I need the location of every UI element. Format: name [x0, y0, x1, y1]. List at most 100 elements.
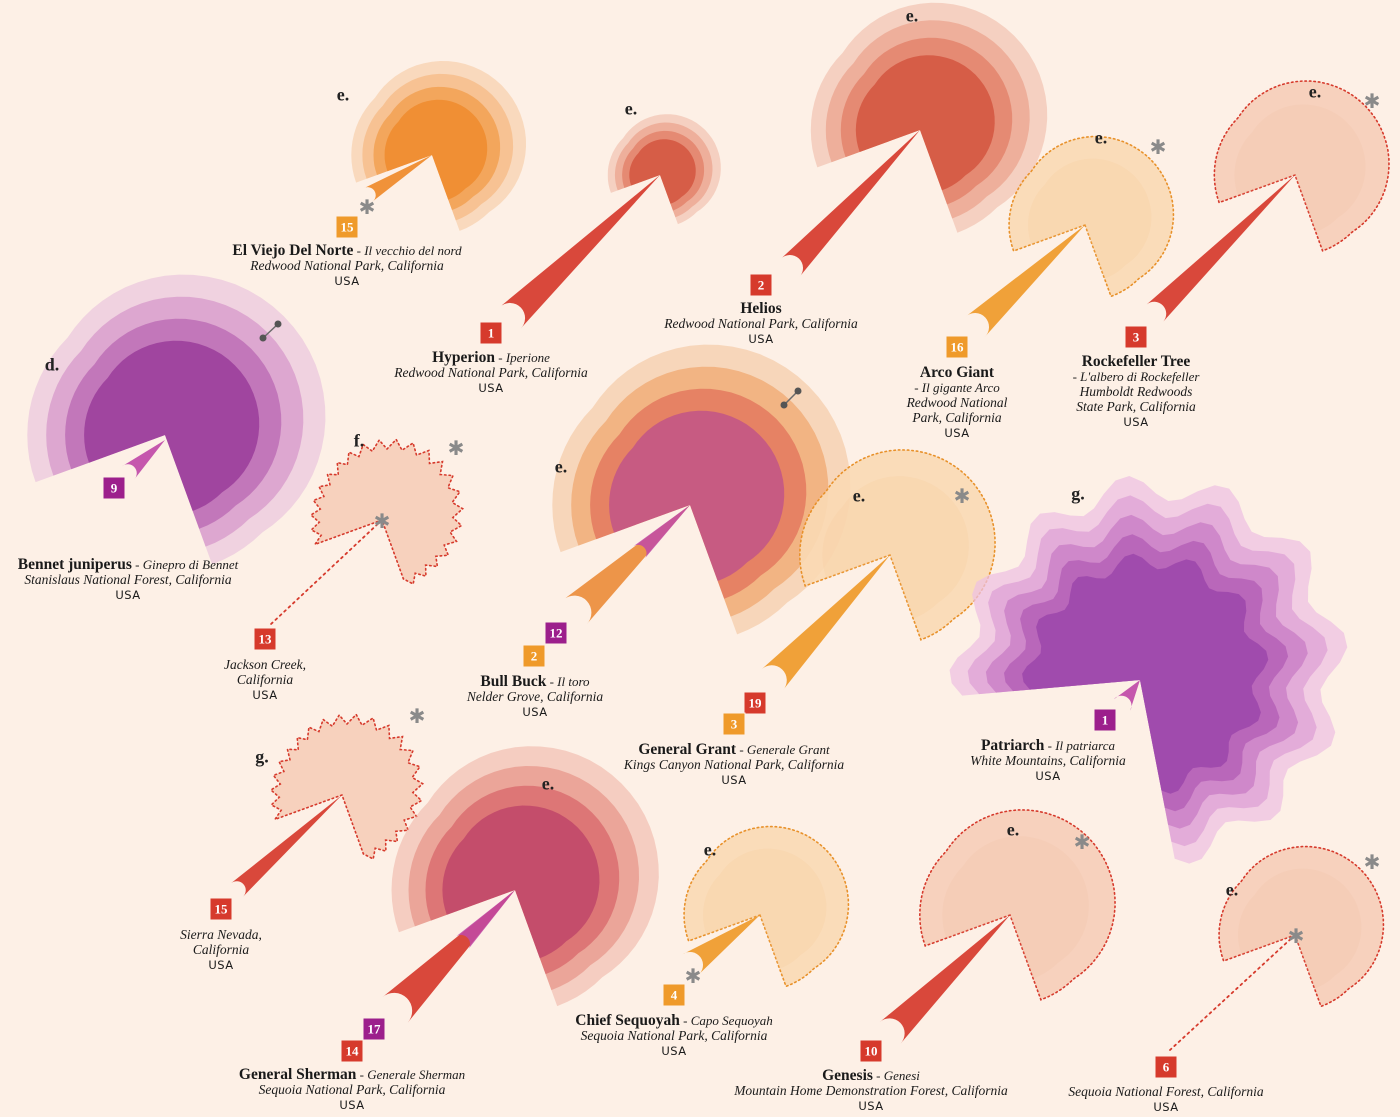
tree-location: California	[236, 672, 294, 687]
tree-glyph-sierra	[231, 713, 425, 897]
trunk-dashed	[1169, 934, 1296, 1051]
tree-glyph-sherman	[382, 746, 659, 1023]
tree-name: Chief Sequoyah	[575, 1012, 680, 1029]
tree-name: Bennet juniperus	[17, 556, 132, 573]
rank-badge: 3	[1124, 325, 1148, 349]
separator: -	[353, 243, 365, 258]
tree-country: USA	[334, 274, 360, 288]
rank-badge: 19	[743, 691, 767, 715]
tree-alt-name: Genesi	[883, 1068, 920, 1083]
canopy-outline	[1008, 135, 1175, 298]
rank-badge: 10	[859, 1039, 883, 1063]
tree-location: Humboldt Redwoods	[1079, 384, 1193, 399]
tree-country: USA	[1153, 1100, 1179, 1114]
tree-caption-genesis: Genesis - Genesi Mountain Home Demonstrat…	[734, 1068, 1008, 1114]
tree-location: State Park, California	[1076, 399, 1196, 414]
tree-alt-name: Ginepro di Bennet	[142, 557, 239, 572]
tree-glyph-patriarch	[949, 476, 1348, 864]
tree-name: Genesis	[822, 1067, 873, 1084]
tree-glyph-el-viejo	[351, 61, 526, 231]
asterisk-icon: ✱	[1363, 89, 1381, 113]
shape-letter: e.	[554, 456, 568, 477]
asterisk-icon: ✱	[1287, 924, 1305, 948]
shape-letter: f.	[353, 430, 365, 451]
rank-badge: 9	[102, 476, 126, 500]
tree-caption-el-viejo: El Viejo Del Norte - Il vecchio del nord…	[232, 243, 461, 289]
tree-location: White Mountains, California	[970, 753, 1126, 768]
asterisk-icon: ✱	[1149, 135, 1167, 159]
tree-location: Sequoia National Forest, California	[1068, 1084, 1264, 1099]
trunk-band	[632, 505, 690, 560]
tree-location: California	[192, 942, 250, 957]
separator: -	[1044, 738, 1056, 753]
shape-letter: e.	[1006, 819, 1020, 840]
tree-name: Helios	[740, 300, 782, 317]
tree-alt-name: Il gigante Arco	[921, 380, 1000, 395]
separator: -	[546, 674, 558, 689]
tree-glyph-jackson	[269, 438, 465, 626]
rank-badge: 16	[945, 335, 969, 359]
rank-badge: 14	[340, 1039, 364, 1063]
tree-name: El Viejo Del Norte	[232, 242, 354, 259]
pin-dot	[794, 387, 802, 395]
canopy-ring	[629, 139, 696, 204]
tree-country: USA	[339, 1098, 365, 1112]
tree-location: Sierra Nevada,	[180, 927, 262, 942]
trunk	[499, 175, 660, 329]
pin-dot	[780, 401, 788, 409]
canopy-ring	[942, 836, 1089, 979]
trunk	[231, 795, 342, 897]
tree-country: USA	[522, 705, 548, 719]
tree-country: USA	[721, 773, 747, 787]
shape-letter: e.	[905, 5, 919, 26]
tree-caption-rockefeller: Rockefeller Tree - L'albero di Rockefell…	[1073, 354, 1200, 430]
trunk	[761, 555, 890, 691]
tree-glyph-arco	[965, 135, 1175, 338]
tree-alt-name: Il toro	[557, 674, 590, 689]
tree-location: Sequoia National Park, California	[580, 1028, 768, 1043]
tree-glyph-genesis	[879, 809, 1116, 1044]
shape-letter: e.	[336, 84, 350, 105]
tree-country: USA	[115, 588, 141, 602]
tree-glyph-sequoia-nf	[1169, 845, 1385, 1051]
tree-caption-hyperion: Hyperion - Iperione Redwood National Park…	[394, 350, 588, 396]
canopy-ring	[609, 410, 785, 581]
tree-name: Arco Giant	[919, 364, 995, 381]
tree-country: USA	[661, 1044, 687, 1058]
tree-glyph-chief	[682, 825, 850, 988]
tree-country: USA	[252, 688, 278, 702]
shape-letter: e.	[1308, 81, 1322, 102]
rank-badge: 1	[479, 321, 503, 345]
tree-location: Nelder Grove, California	[466, 689, 604, 704]
shape-letter: e.	[624, 98, 638, 119]
shape-letter: e.	[541, 773, 555, 794]
tree-country: USA	[748, 332, 774, 346]
tree-alt-name: Generale Grant	[746, 742, 830, 757]
tree-glyph-hyperion	[499, 114, 721, 329]
tree-location: Redwood National	[906, 395, 1008, 410]
canopy-outline	[309, 438, 465, 586]
tree-alt-name: Il patriarca	[1055, 738, 1116, 753]
tree-caption-bullbuck: Bull Buck - Il toro Nelder Grove, Califor…	[467, 674, 603, 720]
tree-caption-arco: Arco Giant - Il gigante Arco Redwood Nati…	[907, 365, 1008, 441]
trunk	[1113, 680, 1140, 711]
tree-location: Redwood National Park, California	[394, 365, 588, 380]
tree-alt-name: Generale Sherman	[367, 1067, 466, 1082]
asterisk-icon: ✱	[953, 484, 971, 508]
tree-location: Stanislaus National Forest, California	[24, 572, 232, 587]
tree-caption-sherman: General Sherman - Generale Sherman Sequoi…	[239, 1067, 465, 1113]
tree-caption-bennet: Bennet juniperus - Ginepro di Bennet Stan…	[18, 557, 239, 603]
trunk	[780, 130, 920, 277]
canopy-ring	[703, 848, 827, 969]
canopy-outline	[1213, 80, 1390, 252]
rank-badge: 4	[662, 983, 686, 1007]
separator: -	[679, 1013, 691, 1028]
tree-name: Bull Buck	[480, 673, 547, 690]
asterisk-icon: ✱	[408, 704, 426, 728]
tree-name: Rockefeller Tree	[1081, 353, 1191, 370]
tree-glyph-grant	[761, 449, 996, 691]
rank-badge: 3	[722, 712, 746, 736]
canopy-ring	[384, 99, 488, 200]
separator: -	[1072, 369, 1081, 384]
